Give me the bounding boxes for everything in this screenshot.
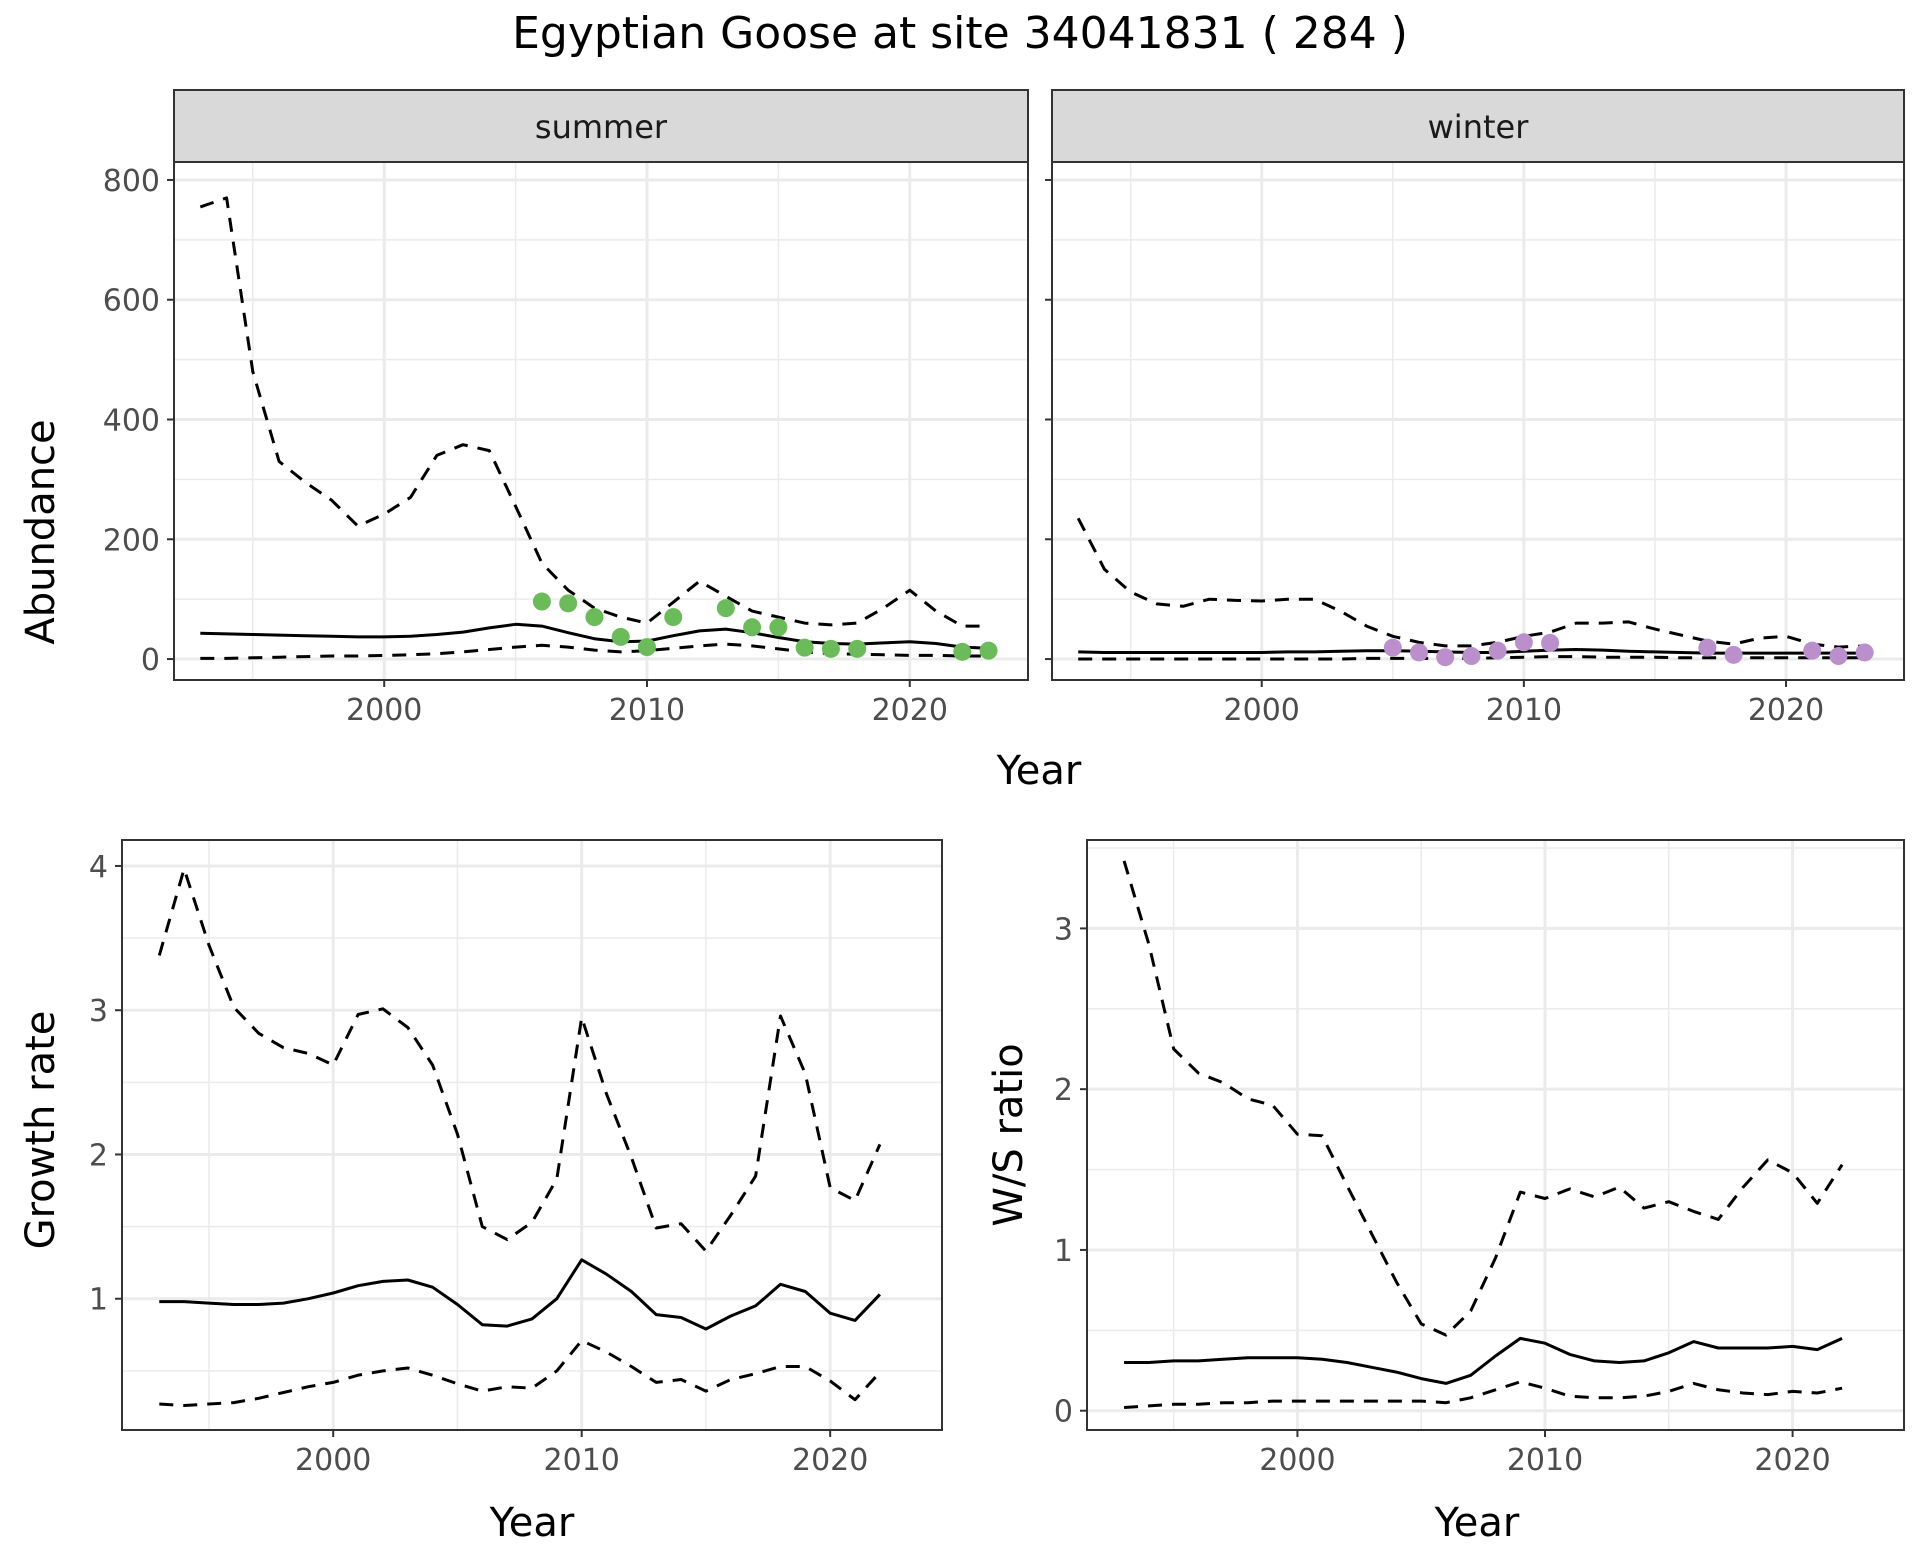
winter-count-point xyxy=(1829,647,1848,666)
y-tick-label: 1 xyxy=(1054,1234,1073,1269)
winter-count-point xyxy=(1803,641,1822,660)
x-tick-label: 2010 xyxy=(1486,693,1562,728)
winter-count-point xyxy=(1383,638,1402,657)
y-tick-label: 4 xyxy=(89,850,108,885)
estimate-line xyxy=(159,1258,881,1331)
strip-winter xyxy=(1051,89,1905,163)
x-tick-label: 2000 xyxy=(346,693,422,728)
x-axis-label-ws-ratio: Year xyxy=(1434,1500,1520,1546)
x-axis-label-growth-rate: Year xyxy=(489,1500,575,1546)
y-tick-label: 400 xyxy=(103,404,160,439)
x-tick-label: 2000 xyxy=(1224,693,1300,728)
panel-background xyxy=(1087,840,1904,1430)
y-tick-label: 0 xyxy=(141,643,160,678)
summer-count-point xyxy=(559,594,578,613)
summer-count-point xyxy=(532,592,551,611)
y-tick-label: 3 xyxy=(1054,912,1073,947)
winter-count-point xyxy=(1488,641,1507,660)
summer-count-point xyxy=(953,642,972,661)
lower-bound-line xyxy=(159,1339,882,1407)
y-tick-label: 0 xyxy=(1054,1395,1073,1430)
panel-summer: summer 2000 2010 2020 0 200 400 600 800 Abundan… xyxy=(18,89,1029,728)
panel-growth-rate: 2000 2010 2020 1 2 3 4 Growth rate Year xyxy=(18,839,943,1546)
winter-count-point xyxy=(1410,643,1429,662)
y-tick-label: 2 xyxy=(89,1138,108,1173)
summer-count-point xyxy=(637,638,656,657)
y-tick-label: 800 xyxy=(103,164,160,199)
y-axis-label-ws-ratio: W/S ratio xyxy=(986,1043,1032,1226)
summer-count-point xyxy=(769,618,788,637)
x-tick-label: 2020 xyxy=(1748,693,1824,728)
y-tick-label: 1 xyxy=(89,1283,108,1318)
summer-count-point xyxy=(795,638,814,657)
panel-border xyxy=(173,161,1029,681)
panel-winter: winter 2000 2010 2020 xyxy=(1045,89,1905,728)
y-tick-label: 600 xyxy=(103,284,160,319)
upper-bound-line xyxy=(1076,517,1865,649)
lower-bound-line xyxy=(1124,1380,1843,1409)
figure-title: Egyptian Goose at site 34041831 ( 284 ) xyxy=(512,8,1408,59)
summer-count-point xyxy=(664,608,683,627)
panel-border xyxy=(1051,161,1905,681)
winter-count-point xyxy=(1698,638,1717,657)
winter-count-point xyxy=(1855,643,1874,662)
summer-count-point xyxy=(611,627,630,646)
plot-area-ws-ratio: 2000 2010 2020 0 1 2 3 xyxy=(1054,839,1905,1478)
estimate-line xyxy=(1124,1336,1843,1385)
upper-bound-line xyxy=(1122,860,1844,1337)
x-tick-label: 2000 xyxy=(295,1443,371,1478)
x-tick-label: 2020 xyxy=(1754,1443,1830,1478)
summer-count-point xyxy=(979,641,998,660)
plot-area-winter: 2000 2010 2020 xyxy=(1045,161,1905,728)
x-tick-label: 2020 xyxy=(792,1443,868,1478)
x-tick-label: 2020 xyxy=(872,693,948,728)
summer-count-point xyxy=(716,599,735,618)
upper-bound-line xyxy=(157,867,882,1253)
winter-count-point xyxy=(1541,633,1560,652)
y-axis-label-growth-rate: Growth rate xyxy=(18,1011,64,1250)
plot-area-summer: 2000 2010 2020 0 200 400 600 800 xyxy=(103,161,1029,728)
panel-ws-ratio: 2000 2010 2020 0 1 2 3 W/S ratio Year xyxy=(986,839,1905,1546)
summer-count-point xyxy=(585,608,604,627)
y-axis-label-abundance: Abundance xyxy=(18,419,64,644)
plot-area-growth-rate: 2000 2010 2020 1 2 3 4 xyxy=(89,839,943,1478)
panel-border xyxy=(1086,839,1905,1431)
upper-bound-line xyxy=(199,196,989,628)
x-tick-label: 2000 xyxy=(1259,1443,1335,1478)
winter-count-point xyxy=(1724,645,1743,664)
strip-label-winter: winter xyxy=(1428,108,1530,146)
winter-count-point xyxy=(1462,647,1481,666)
x-axis-label-top: Year xyxy=(996,748,1082,794)
summer-count-point xyxy=(743,618,762,637)
x-tick-label: 2010 xyxy=(544,1443,620,1478)
strip-summer xyxy=(173,89,1029,163)
winter-count-point xyxy=(1514,633,1533,652)
strip-label-summer: summer xyxy=(535,108,668,146)
x-tick-label: 2010 xyxy=(1507,1443,1583,1478)
summer-count-point xyxy=(821,639,840,658)
y-tick-label: 200 xyxy=(103,523,160,558)
panel-border xyxy=(121,839,943,1431)
y-tick-label: 2 xyxy=(1054,1073,1073,1108)
summer-count-point xyxy=(848,639,867,658)
winter-count-point xyxy=(1436,648,1455,667)
y-tick-label: 3 xyxy=(89,994,108,1029)
x-tick-label: 2010 xyxy=(609,693,685,728)
